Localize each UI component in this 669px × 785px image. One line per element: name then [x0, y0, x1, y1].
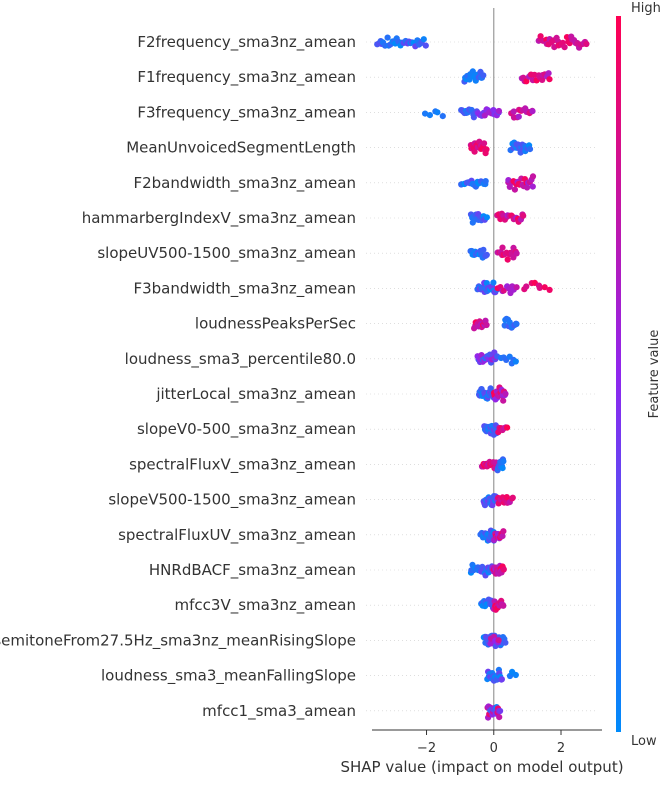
- feature-label: F0semitoneFrom27.5Hz_sma3nz_meanRisingSl…: [0, 631, 356, 650]
- feature-label: F2frequency_sma3nz_amean: [137, 33, 356, 52]
- feature-label: loudness_sma3_percentile80.0: [125, 350, 356, 369]
- shap-dot: [480, 72, 487, 79]
- shap-dot: [384, 34, 391, 41]
- shap-dot: [481, 140, 488, 147]
- x-ticks: −2 0 2: [417, 730, 565, 756]
- feature-label: spectralFluxUV_sma3nz_amean: [118, 526, 356, 545]
- x-tick-label: 2: [557, 741, 565, 756]
- shap-dot: [439, 113, 446, 120]
- shap-dot: [481, 112, 488, 119]
- shap-dot: [526, 146, 534, 153]
- feature-label: HNRdBACF_sma3nz_amean: [149, 561, 356, 580]
- shap-dot: [487, 640, 494, 647]
- shap-dot: [499, 244, 506, 251]
- shap-dot: [500, 528, 507, 535]
- shap-dot: [495, 107, 502, 115]
- shap-dot: [524, 184, 531, 191]
- colorbar-high-label: High: [631, 1, 661, 16]
- shap-dot: [500, 458, 507, 465]
- shap-dot: [422, 42, 429, 49]
- shap-dot: [539, 76, 546, 83]
- feature-label: loudness_sma3_meanFallingSlope: [101, 667, 356, 686]
- colorbar-title: Feature value: [647, 330, 662, 419]
- shap-dot: [480, 246, 487, 253]
- feature-label: spectralFluxV_sma3nz_amean: [129, 455, 356, 474]
- shap-dot: [490, 279, 497, 286]
- shap-dot: [513, 250, 520, 257]
- shap-dot: [511, 186, 518, 193]
- shap-dot: [420, 36, 427, 43]
- shap-dot: [537, 33, 544, 40]
- shap-dot: [469, 219, 476, 226]
- shap-dot: [498, 676, 505, 683]
- shap-dot: [499, 533, 506, 540]
- shap-dot: [502, 390, 509, 397]
- shap-dot: [523, 283, 530, 290]
- feature-label: hammarbergIndexV_sma3nz_amean: [82, 209, 356, 228]
- shap-dot: [583, 40, 590, 48]
- shap-dot: [520, 212, 527, 219]
- shap-dot: [483, 280, 490, 287]
- shap-dot: [497, 707, 504, 715]
- shap-dot: [523, 78, 530, 85]
- shap-dot: [483, 214, 490, 221]
- feature-label: slopeUV500-1500_sma3nz_amean: [97, 244, 356, 263]
- shap-dot: [504, 256, 511, 263]
- shap-dot: [529, 108, 536, 115]
- shap-dot: [500, 566, 507, 573]
- x-tick-label: −2: [417, 741, 436, 756]
- shap-dot: [483, 251, 490, 258]
- feature-label: MeanUnvoicedSegmentLength: [126, 139, 356, 157]
- shap-dot: [426, 112, 433, 119]
- feature-label: F2bandwidth_sma3nz_amean: [133, 174, 356, 193]
- feature-labels: F2frequency_sma3nz_amean F1frequency_sma3…: [0, 33, 356, 721]
- shap-dot: [512, 358, 519, 365]
- shap-dot: [434, 109, 441, 116]
- shap-dot: [471, 148, 478, 155]
- shap-dot: [500, 602, 507, 609]
- colorbar-low-label: Low: [631, 734, 657, 749]
- feature-label: mfcc1_sma3_amean: [202, 702, 356, 721]
- shap-dot: [541, 284, 548, 291]
- shap-dot: [499, 465, 506, 472]
- shap-dot: [545, 70, 552, 77]
- feature-label: slopeV500-1500_sma3nz_amean: [108, 491, 356, 510]
- shap-dot: [529, 173, 537, 180]
- feature-label: mfcc3V_sma3nz_amean: [175, 596, 356, 615]
- shap-dot: [500, 287, 507, 294]
- x-tick-label: 0: [490, 741, 498, 756]
- shap-dot: [504, 424, 511, 431]
- shap-dot: [482, 178, 489, 185]
- shap-dot: [483, 321, 490, 329]
- dots-layer: [374, 33, 590, 721]
- shap-dot: [529, 183, 536, 190]
- feature-label: jitterLocal_sma3nz_amean: [155, 385, 356, 404]
- shap-dot: [500, 397, 507, 404]
- feature-label: F3frequency_sma3nz_amean: [137, 103, 356, 122]
- shap-dot: [502, 639, 509, 646]
- colorbar: [616, 16, 621, 732]
- shap-dot: [561, 44, 568, 51]
- x-axis-title: SHAP value (impact on model output): [340, 758, 623, 776]
- shap-dot: [546, 76, 553, 83]
- feature-label: F1frequency_sma3nz_amean: [137, 68, 356, 87]
- feature-label: slopeV0-500_sma3nz_amean: [137, 420, 356, 439]
- shap-dot: [496, 714, 503, 721]
- shap-dot: [515, 113, 522, 120]
- shap-dot: [513, 320, 520, 328]
- shap-dot: [536, 284, 543, 291]
- shap-dot: [509, 494, 516, 501]
- feature-label: F3bandwidth_sma3nz_amean: [133, 279, 356, 298]
- shap-dot: [546, 286, 553, 293]
- shap-dot: [495, 637, 502, 644]
- shap-dot: [483, 146, 490, 153]
- shap-dot: [512, 671, 519, 679]
- feature-label: loudnessPeaksPerSec: [195, 315, 356, 333]
- shap-dot: [513, 284, 520, 291]
- shap-dot: [422, 110, 429, 117]
- shap-dot: [510, 108, 517, 115]
